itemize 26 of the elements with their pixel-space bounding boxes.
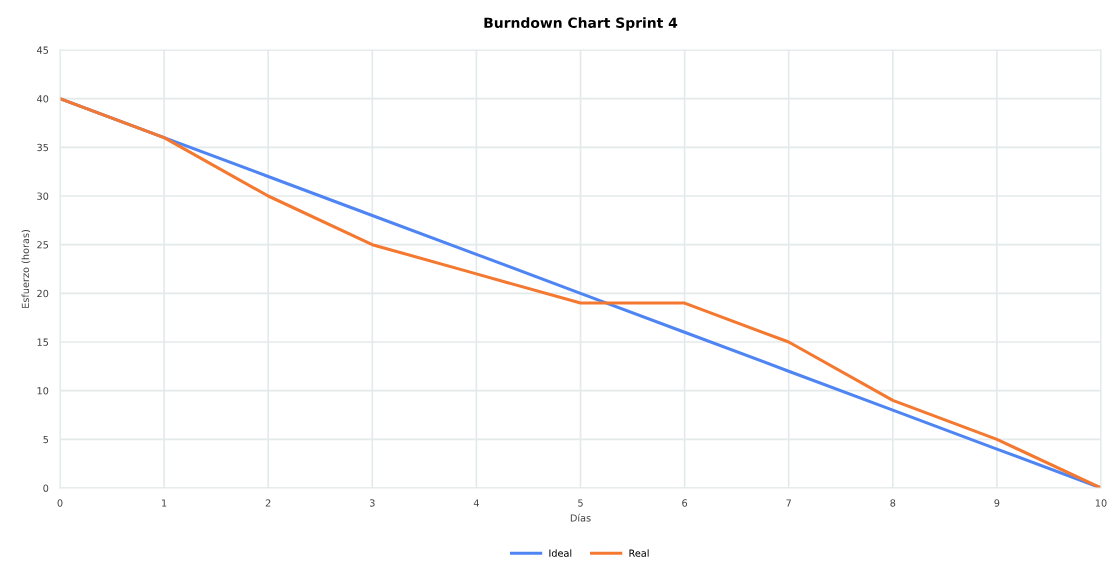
legend-label: Real: [629, 549, 649, 557]
y-tick-label: 35: [37, 143, 49, 152]
x-tick-label: 0: [57, 499, 63, 507]
chart-title: Burndown Chart Sprint 4: [484, 17, 678, 31]
y-tick-label: 10: [37, 387, 49, 395]
x-tick-label: 9: [994, 499, 1000, 507]
x-tick-label: 10: [1095, 499, 1107, 507]
x-tick-label: 1: [162, 499, 167, 507]
y-tick-label: 5: [43, 435, 49, 444]
x-tick-label: 8: [890, 499, 896, 507]
y-tick-label: 30: [37, 192, 49, 200]
y-tick-label: 25: [37, 241, 49, 249]
y-tick-label: 15: [37, 338, 49, 346]
y-tick-label: 20: [37, 289, 49, 298]
y-tick-label: 40: [36, 95, 49, 103]
y-tick-label: 0: [43, 484, 49, 492]
x-tick-label: 5: [578, 499, 583, 507]
y-axis-title: Esfuerzo (horas): [21, 230, 31, 308]
y-tick-label: 45: [36, 46, 49, 54]
x-tick-label: 6: [682, 499, 688, 507]
x-tick-label: 4: [473, 499, 479, 507]
x-axis-title: Días: [570, 513, 591, 522]
legend-label: Ideal: [549, 549, 572, 557]
x-tick-label: 3: [369, 499, 375, 507]
x-tick-label: 7: [786, 499, 791, 507]
x-tick-label: 2: [265, 499, 271, 507]
